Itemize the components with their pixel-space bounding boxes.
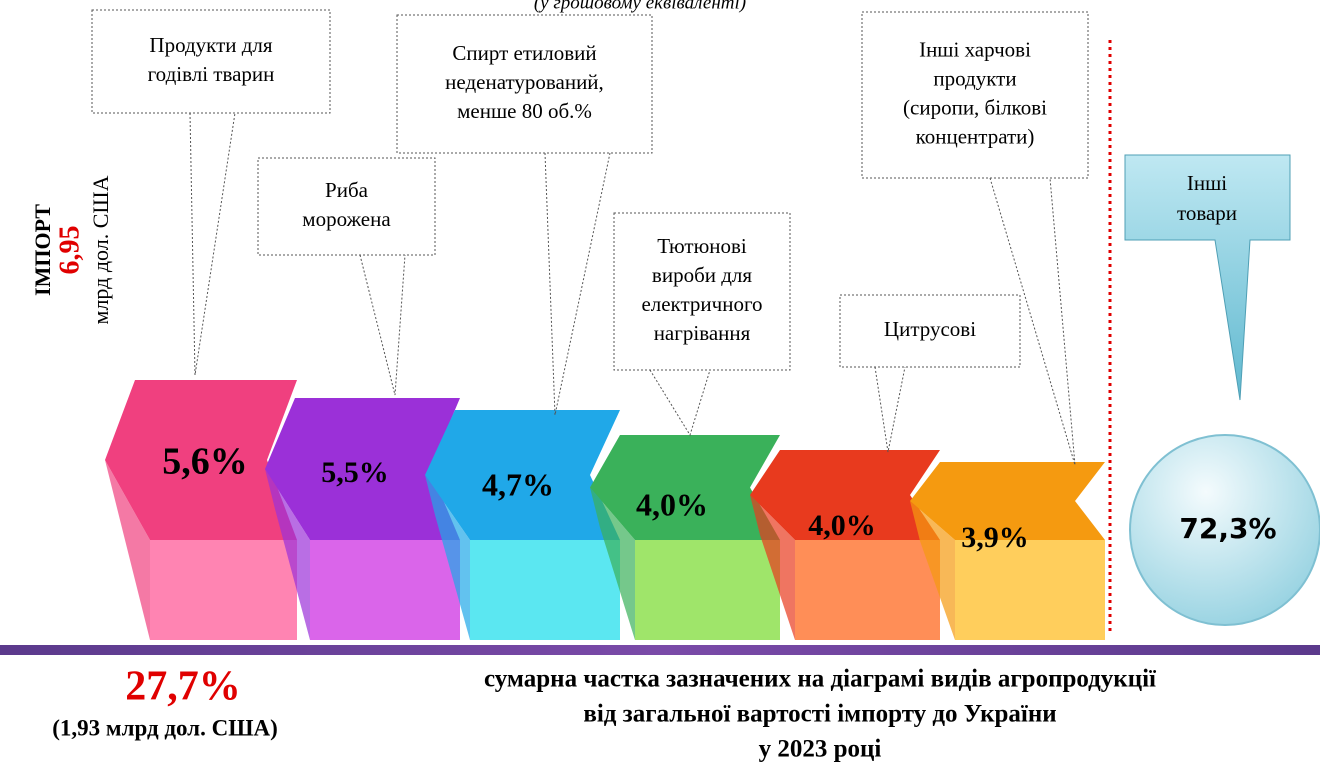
callout-box	[861, 11, 1089, 179]
block-base	[955, 540, 1105, 640]
callout-label: Спирт етиловий	[452, 41, 596, 65]
block-shade	[265, 469, 310, 640]
callout-label: (сиропи, білкові	[903, 95, 1047, 119]
block-value: 4,0%	[808, 509, 876, 542]
rule	[0, 645, 1320, 655]
callout-tail	[544, 152, 611, 416]
summary-text: від загальної вартості імпорту до Україн…	[583, 701, 1056, 728]
callout-box	[613, 212, 791, 371]
callout-tail	[649, 369, 711, 437]
callout-label: неденатурований,	[445, 70, 604, 94]
callout-label: концентрати)	[916, 124, 1035, 148]
block-shade	[105, 460, 150, 640]
block-face	[750, 450, 940, 540]
block-shade	[425, 475, 470, 640]
block-face	[910, 462, 1105, 540]
callout-label: Цитрусові	[884, 317, 976, 341]
subtitle: (у грошовому еквіваленті)	[534, 0, 746, 13]
block-base	[795, 540, 940, 640]
block-base	[635, 540, 780, 640]
other-callout	[1124, 154, 1291, 401]
callout-label: менше 80 об.%	[457, 99, 592, 123]
block-base	[150, 540, 297, 640]
block-base	[470, 540, 620, 640]
callout-box	[257, 157, 436, 256]
callout-box	[91, 9, 331, 114]
block-face	[105, 380, 297, 540]
block-value: 3,9%	[961, 521, 1029, 554]
callout-tail	[359, 254, 406, 396]
summary-text: у 2023 році	[759, 736, 882, 763]
block-value: 5,5%	[321, 456, 389, 489]
callout-label: вироби для	[652, 263, 752, 287]
block-face	[425, 410, 620, 540]
callout-label: Продукти для	[149, 33, 273, 57]
callout-label: Риба	[325, 178, 369, 202]
import-unit: млрд дол. США	[88, 175, 113, 324]
block-value: 4,0%	[636, 486, 708, 522]
block-face	[265, 398, 460, 540]
summary-text: сумарна частка зазначених на діаграмі ви…	[484, 666, 1157, 693]
callout-box	[839, 294, 1021, 368]
callout-label: продукти	[933, 66, 1016, 90]
block-value: 5,6%	[162, 441, 248, 483]
callout-tail	[874, 366, 906, 453]
other-circle	[1129, 434, 1320, 626]
callout-tail	[189, 112, 236, 376]
callout-label: Тютюнові	[657, 234, 747, 258]
block-value: 4,7%	[482, 466, 554, 502]
block-shade	[910, 501, 955, 640]
summary-value: 27,7%	[125, 664, 241, 710]
callout-label: електричного	[641, 292, 762, 316]
callout-label: годівлі тварин	[148, 62, 275, 86]
other-label: Інші	[1187, 171, 1227, 195]
callout-box	[396, 14, 653, 154]
callout-label: морожена	[302, 207, 391, 231]
block-face	[590, 435, 780, 540]
other-label: товари	[1177, 201, 1237, 225]
import-amount: 6,95	[54, 226, 85, 275]
block-shade	[590, 487, 635, 640]
callout-label: нагрівання	[654, 321, 751, 345]
import-title: ІМПОРТ	[30, 204, 55, 296]
block-base	[310, 540, 460, 640]
other-value: 72,3%	[1179, 512, 1276, 545]
block-shade	[750, 495, 795, 640]
summary-amount: (1,93 млрд дол. США)	[52, 715, 277, 740]
callout-label: Інші харчові	[919, 37, 1031, 61]
